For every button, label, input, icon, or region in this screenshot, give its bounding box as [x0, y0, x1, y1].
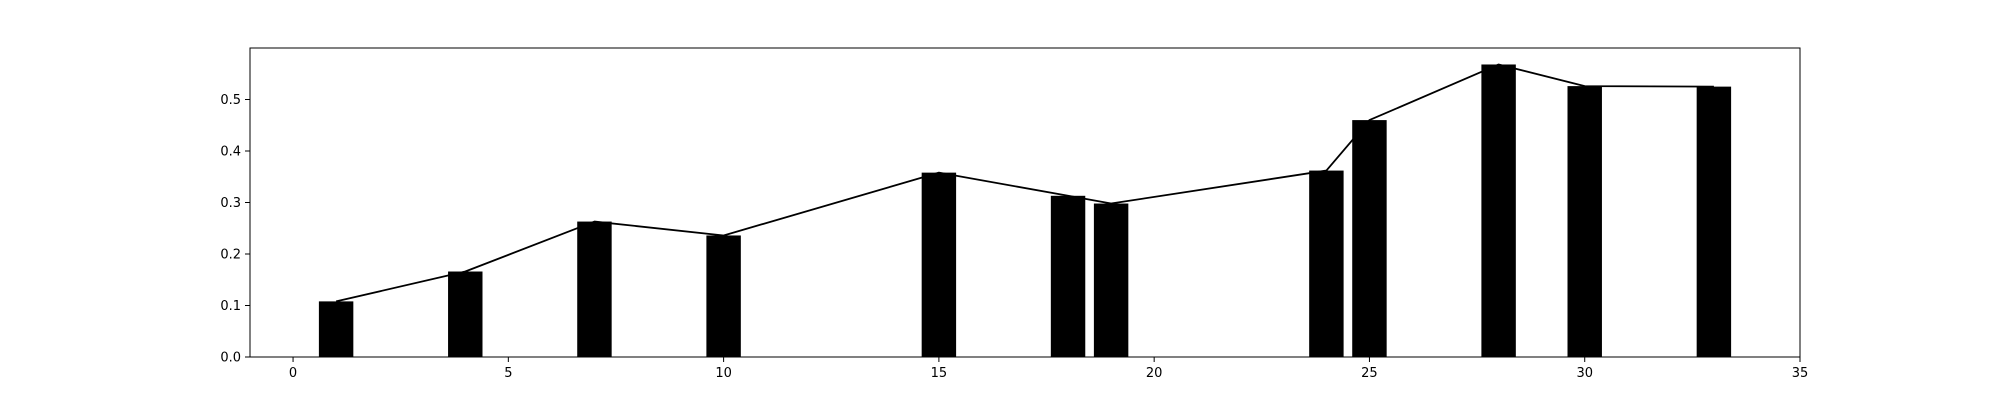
bar-7: [1309, 170, 1344, 357]
x-tick-label: 30: [1576, 366, 1593, 381]
bar-3: [706, 235, 741, 357]
x-tick-label: 35: [1792, 366, 1809, 381]
y-tick-label: 0.4: [220, 145, 241, 160]
x-tick-label: 20: [1146, 366, 1163, 381]
bar-9: [1481, 64, 1516, 357]
series-line: [335, 63, 1714, 303]
y-tick-label: 0.0: [220, 351, 241, 366]
x-tick-label: 15: [931, 366, 948, 381]
bar-2: [577, 221, 612, 357]
x-tick-label: 5: [504, 366, 512, 381]
bar-1: [448, 271, 483, 357]
y-tick-label: 0.1: [220, 299, 241, 314]
bars-layer: [318, 64, 1732, 358]
y-axis-ticks: 0.0 0.1 0.2 0.3 0.4 0.5: [220, 93, 250, 366]
line-layer: [335, 63, 1714, 303]
y-tick-label: 0.5: [220, 93, 241, 108]
bar-4: [921, 172, 957, 357]
bar-6: [1093, 203, 1129, 357]
bar-8: [1352, 120, 1387, 357]
bar-0: [318, 301, 354, 357]
y-tick-label: 0.3: [220, 196, 241, 211]
x-tick-label: 10: [715, 366, 732, 381]
y-tick-label: 0.2: [220, 248, 241, 263]
bar-11: [1696, 86, 1732, 358]
x-tick-label: 25: [1361, 366, 1378, 381]
x-axis-ticks: 0 5 10 15 20 25 30 35: [289, 357, 1808, 381]
bar-5: [1050, 195, 1086, 357]
bar-10: [1567, 86, 1602, 358]
x-tick-label: 0: [289, 366, 297, 381]
